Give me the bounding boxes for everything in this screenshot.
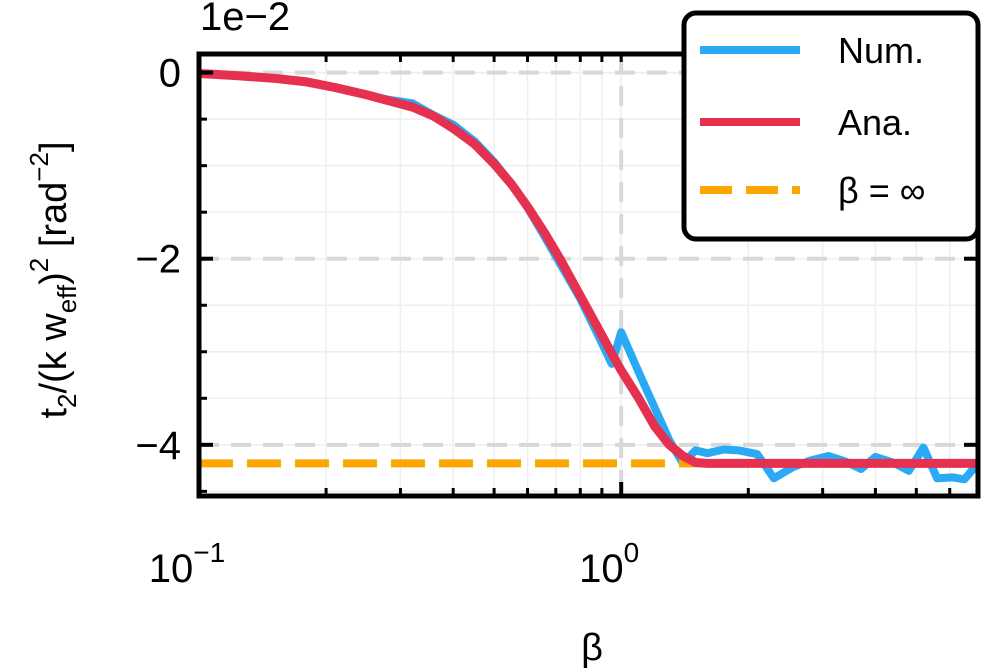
y-label-eff: eff [52,284,82,313]
series-group [198,69,982,484]
legend-box [681,10,981,242]
y-multiplier: 1e−2 [200,0,290,39]
y-label-t: t [33,408,75,419]
x-axis-label: β [581,627,603,669]
series-line-ana [198,69,978,468]
legend-label-inf: β = ∞ [838,170,925,211]
y-label-end: ] [33,141,75,152]
y-tick-label: 0 [159,52,181,96]
y-label-neg2: −2 [24,152,54,182]
x-tick-label: 10−1 [149,537,225,591]
y-label-sub2: 2 [52,394,82,408]
legend-label-ana: Ana. [838,102,912,143]
y-label-close: ) [33,272,75,285]
plot-frame [196,51,981,499]
y-axis-label: t2/(k weff)2 [rad−2] [24,141,82,418]
legend: Num. Ana. β = ∞ [681,10,981,242]
y-label-mid: /(k w [33,313,75,394]
legend-label-num: Num. [838,30,924,71]
y-label-sq: 2 [24,258,54,272]
y-tick-label: −2 [135,238,181,282]
y-tick-label: −4 [135,424,181,468]
x-tick-label: 100 [579,537,639,591]
y-label-unit: [rad [33,182,75,258]
